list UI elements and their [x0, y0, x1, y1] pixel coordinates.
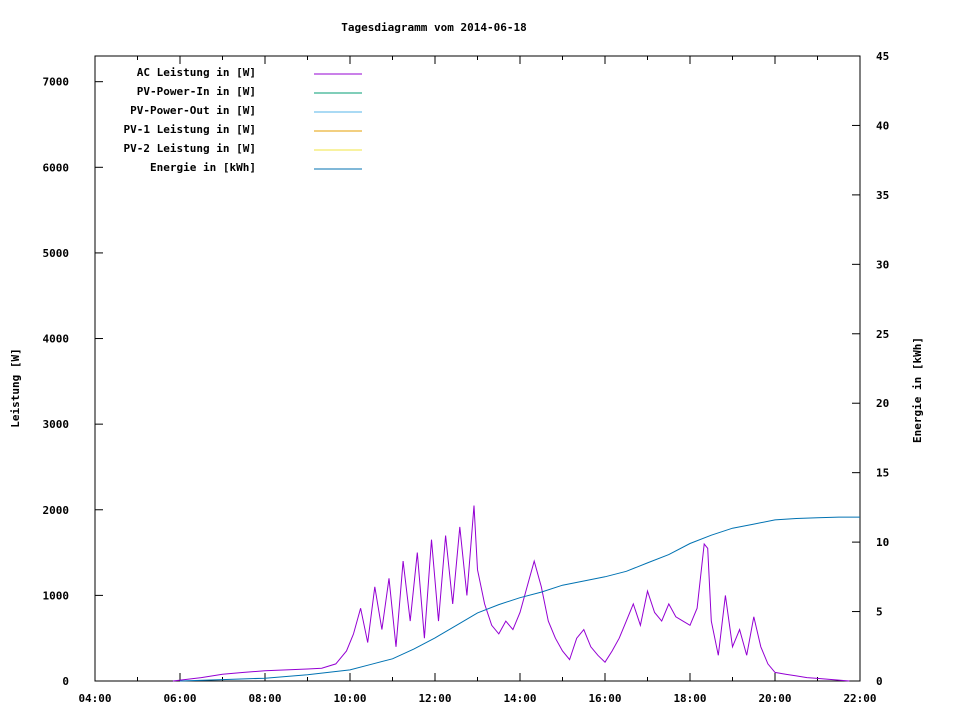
y2-tick-label: 45	[876, 50, 889, 63]
x-tick-label: 20:00	[758, 692, 791, 705]
legend-label: PV-1 Leistung in [W]	[124, 123, 256, 136]
legend-label: PV-2 Leistung in [W]	[124, 142, 256, 155]
y-tick-label: 2000	[43, 504, 70, 517]
legend-label: PV-Power-Out in [W]	[130, 104, 256, 117]
x-tick-label: 18:00	[673, 692, 706, 705]
y-axis-left: 0 1000 2000 3000 4000 5000 6000 7000	[43, 76, 103, 688]
legend-label: AC Leistung in [W]	[137, 66, 256, 79]
x-tick-label: 16:00	[588, 692, 621, 705]
y2-tick-label: 40	[876, 119, 889, 132]
x-tick-label: 10:00	[333, 692, 366, 705]
legend-label: Energie in [kWh]	[150, 161, 256, 174]
series-line-ac-leistung	[172, 505, 850, 682]
y-tick-label: 5000	[43, 247, 70, 260]
series-layer	[172, 505, 860, 682]
series-line-energie	[179, 516, 860, 682]
legend-label: PV-Power-In in [W]	[137, 85, 256, 98]
y2-tick-label: 35	[876, 189, 889, 202]
x-tick-label: 12:00	[418, 692, 451, 705]
x-tick-label: 06:00	[163, 692, 196, 705]
y-axis-right: 0 5 10 15 20 25 30 35 40 45	[852, 50, 889, 688]
legend: AC Leistung in [W] PV-Power-In in [W] PV-P…	[124, 66, 362, 174]
y2-tick-label: 15	[876, 467, 889, 480]
y-tick-label: 7000	[43, 76, 70, 89]
x-tick-label: 14:00	[503, 692, 536, 705]
y-axis-right-label: Energie in [kWh]	[911, 337, 924, 443]
y2-tick-label: 30	[876, 258, 889, 271]
y-tick-label: 4000	[43, 333, 70, 346]
y-tick-label: 3000	[43, 418, 70, 431]
y-tick-label: 0	[62, 675, 69, 688]
y2-tick-label: 25	[876, 328, 889, 341]
x-tick-label: 08:00	[248, 692, 281, 705]
y-tick-label: 1000	[43, 589, 70, 602]
y-tick-label: 6000	[43, 161, 70, 174]
y2-tick-label: 0	[876, 675, 883, 688]
y2-tick-label: 5	[876, 606, 883, 619]
x-axis: 04:00 06:00 08:00 10:00 12:00 14:00 16:00 18:00…	[78, 56, 877, 705]
x-tick-label: 04:00	[78, 692, 111, 705]
x-tick-label: 22:00	[843, 692, 876, 705]
y-axis-left-label: Leistung [W]	[9, 348, 22, 427]
y2-tick-label: 20	[876, 397, 889, 410]
chart-title: Tagesdiagramm vom 2014-06-18	[341, 21, 526, 34]
y2-tick-label: 10	[876, 536, 889, 549]
